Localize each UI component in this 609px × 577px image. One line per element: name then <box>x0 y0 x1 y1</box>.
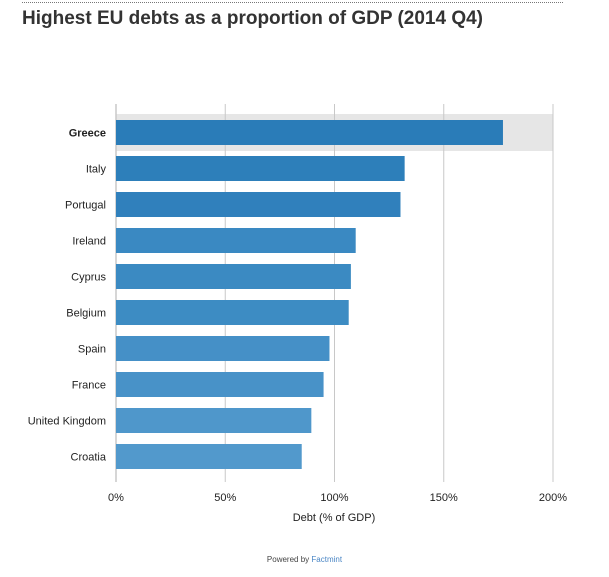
bar-portugal[interactable] <box>116 192 401 217</box>
category-label: Cyprus <box>71 272 106 284</box>
category-label: United Kingdom <box>28 416 106 428</box>
footer-prefix: Powered by <box>266 555 312 564</box>
x-tick-label: 0% <box>108 492 124 504</box>
footer-brand-link[interactable]: Factmint <box>311 555 343 564</box>
category-label: Belgium <box>66 308 106 320</box>
bar-spain[interactable] <box>116 336 330 361</box>
bar-croatia[interactable] <box>116 444 302 469</box>
chart-title: Highest EU debts as a proportion of GDP … <box>22 8 484 29</box>
category-label: Italy <box>86 164 107 176</box>
category-label: Ireland <box>72 236 106 248</box>
category-label: Portugal <box>65 200 106 212</box>
x-tick-label: 50% <box>214 492 236 504</box>
x-tick-label: 200% <box>539 492 567 504</box>
x-tick-label: 150% <box>430 492 458 504</box>
bar-ireland[interactable] <box>116 228 356 253</box>
category-label: Greece <box>69 128 106 140</box>
bar-united-kingdom[interactable] <box>116 408 312 433</box>
footer: Powered by Factmint <box>0 555 609 564</box>
bar-belgium[interactable] <box>116 300 349 325</box>
category-label: Croatia <box>71 452 107 464</box>
bar-france[interactable] <box>116 372 324 397</box>
x-tick-label: 100% <box>320 492 348 504</box>
top-rule <box>22 2 563 3</box>
bar-greece[interactable] <box>116 120 503 145</box>
bar-cyprus[interactable] <box>116 264 351 289</box>
x-axis-label: Debt (% of GDP) <box>293 512 376 524</box>
category-label: Spain <box>78 344 106 356</box>
category-label: France <box>72 380 106 392</box>
bar-italy[interactable] <box>116 156 405 181</box>
